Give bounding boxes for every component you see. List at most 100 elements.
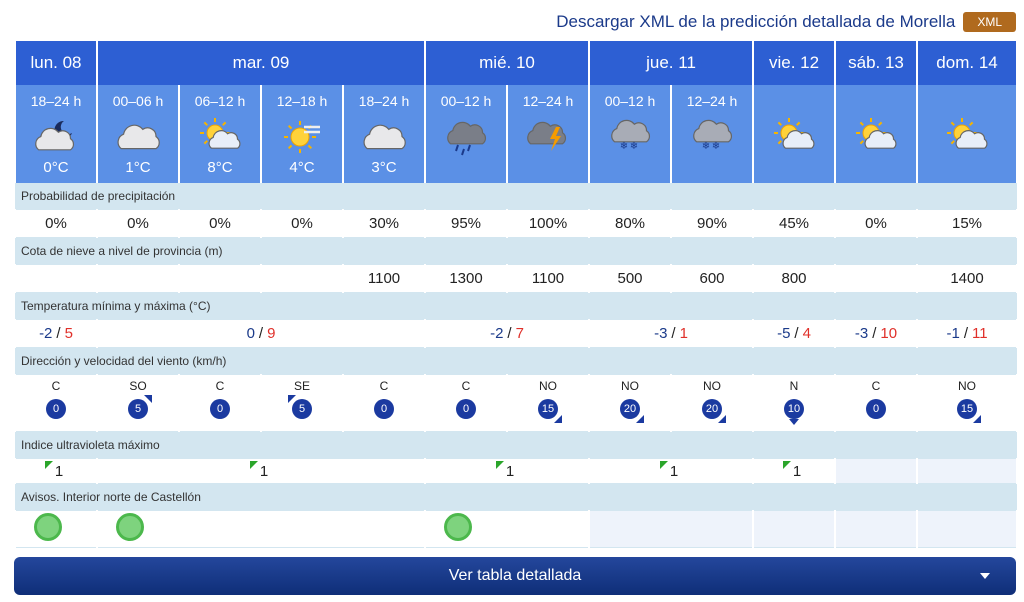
wind-direction: NO bbox=[539, 379, 558, 393]
period-temp: 0°C bbox=[43, 159, 69, 176]
wind-speed: 0 bbox=[52, 403, 60, 415]
temp-row: -2/5 0/9 -2/7 -3/1 -5/4 -3/10 -1/11 bbox=[14, 319, 1019, 348]
wind-cell: NO 20 bbox=[670, 374, 755, 432]
wind-arrow-icon bbox=[973, 415, 982, 423]
snow-level-value bbox=[260, 264, 344, 293]
uv-index: 1 bbox=[659, 460, 679, 480]
period-cell bbox=[916, 85, 1019, 183]
wind-direction: C bbox=[871, 379, 881, 393]
alert-cell bbox=[14, 510, 98, 548]
temp-range: -3/1 bbox=[588, 319, 755, 348]
temp-range: -2/5 bbox=[14, 319, 98, 348]
period-cell: 18–24 h 0°C bbox=[14, 85, 98, 183]
period-temp: 8°C bbox=[207, 159, 233, 176]
temp-min: -2 bbox=[490, 325, 504, 342]
temp-range: -2/7 bbox=[424, 319, 591, 348]
uv-flag-icon bbox=[44, 460, 53, 469]
day-header: dom. 14 bbox=[916, 41, 1019, 85]
uv-index: 1 bbox=[249, 460, 268, 480]
period-label bbox=[918, 93, 1016, 111]
period-label: 12–18 h bbox=[276, 93, 328, 109]
wind-speed: 15 bbox=[541, 403, 555, 415]
wind-direction: SE bbox=[293, 379, 310, 393]
temp-range: -1/11 bbox=[916, 319, 1019, 348]
period-label: 18–24 h bbox=[30, 93, 82, 109]
day-header: jue. 11 bbox=[588, 41, 755, 85]
snow-level-value: 500 bbox=[588, 264, 673, 293]
snow-level-row: 1100 1300 1100 500 600 800 1400 bbox=[14, 264, 1019, 293]
wind-arrow-icon bbox=[288, 395, 296, 403]
wind-speed: 5 bbox=[298, 403, 306, 415]
download-bar: Descargar XML de la predicción detallada… bbox=[0, 10, 1016, 34]
svg-text:❄: ❄ bbox=[620, 141, 628, 152]
wind-label: Dirección y velocidad del viento (km/h) bbox=[15, 347, 1018, 375]
temp-max: 10 bbox=[880, 325, 898, 342]
alert-cell bbox=[834, 510, 919, 548]
wind-arrow-icon bbox=[718, 415, 727, 423]
wind-speed-icon: 0 bbox=[210, 399, 230, 419]
period-label: 00–12 h bbox=[440, 93, 492, 109]
period-cell: 00–12 h ❄ ❄ bbox=[588, 85, 673, 183]
wind-direction: C bbox=[461, 379, 471, 393]
period-label: 00–12 h bbox=[604, 93, 656, 109]
day-header: mié. 10 bbox=[424, 41, 591, 85]
view-detailed-table-button[interactable]: Ver tabla detallada bbox=[14, 557, 1016, 595]
chevron-down-icon bbox=[980, 573, 990, 579]
uv-index: 1 bbox=[495, 460, 514, 480]
sun-cloud-icon bbox=[754, 113, 834, 159]
download-xml-link[interactable]: Descargar XML de la predicción detallada… bbox=[556, 12, 956, 31]
precip-value: 95% bbox=[424, 209, 509, 238]
alert-cell bbox=[752, 510, 837, 548]
temp-max: 11 bbox=[971, 325, 988, 342]
temp-separator: / bbox=[963, 325, 968, 342]
period-cell: 18–24 h 3°C bbox=[341, 85, 427, 183]
period-label: 00–06 h bbox=[112, 93, 164, 109]
wind-speed-icon: 0 bbox=[374, 399, 394, 419]
wind-speed: 10 bbox=[787, 403, 801, 415]
wind-cell: NO 15 bbox=[506, 374, 591, 432]
uv-row: 1 1 1 1 1 bbox=[14, 458, 1019, 484]
temp-max: 1 bbox=[679, 325, 688, 342]
alert-green-icon[interactable] bbox=[444, 513, 473, 541]
wind-speed-icon: 20 bbox=[702, 399, 727, 423]
alert-green-icon[interactable] bbox=[116, 513, 144, 541]
period-cell bbox=[752, 85, 837, 183]
snow-label: Cota de nieve a nivel de provincia (m) bbox=[15, 237, 1018, 265]
alert-green-icon[interactable] bbox=[34, 513, 62, 541]
wind-speed-icon: 5 bbox=[128, 395, 152, 419]
precip-value: 0% bbox=[14, 209, 98, 238]
uv-flag-icon bbox=[782, 460, 791, 469]
cloud-storm-icon bbox=[508, 113, 588, 159]
uv-flag-icon bbox=[249, 460, 258, 469]
sun-fog-icon bbox=[262, 113, 342, 159]
wind-cell: SO 5 bbox=[96, 374, 180, 432]
precip-value: 30% bbox=[341, 209, 427, 238]
forecast-table: lun. 08 mar. 09 mié. 10 jue. 11 vie. 12 sáb. … bbox=[14, 41, 1019, 548]
uv-label-row: Indice ultravioleta máximo bbox=[15, 431, 1018, 459]
temp-min: -5 bbox=[777, 325, 791, 342]
wind-cell: NO 15 bbox=[916, 374, 1019, 432]
temp-separator: / bbox=[872, 325, 877, 342]
period-label bbox=[754, 93, 834, 111]
alert-cell bbox=[588, 510, 755, 548]
alerts-label: Avisos. Interior norte de Castellón bbox=[15, 483, 1018, 511]
precip-value: 0% bbox=[834, 209, 919, 238]
temp-separator: / bbox=[794, 325, 799, 342]
wind-speed: 0 bbox=[216, 403, 224, 415]
day-header: mar. 09 bbox=[95, 41, 427, 85]
temp-min: -3 bbox=[854, 325, 869, 342]
cloud-snow-icon: ❄ ❄ bbox=[590, 113, 670, 159]
period-label bbox=[836, 93, 916, 111]
uv-value: 1 bbox=[669, 462, 679, 480]
temp-range: -5/4 bbox=[752, 319, 837, 348]
wind-cell: SE 5 bbox=[260, 374, 344, 432]
xml-badge[interactable]: XML bbox=[963, 12, 1016, 32]
period-cell bbox=[834, 85, 919, 183]
snow-level-value: 1100 bbox=[506, 264, 591, 293]
uv-cell: 1 bbox=[424, 458, 591, 484]
period-label: 12–24 h bbox=[686, 93, 738, 109]
uv-value: 1 bbox=[792, 462, 802, 480]
